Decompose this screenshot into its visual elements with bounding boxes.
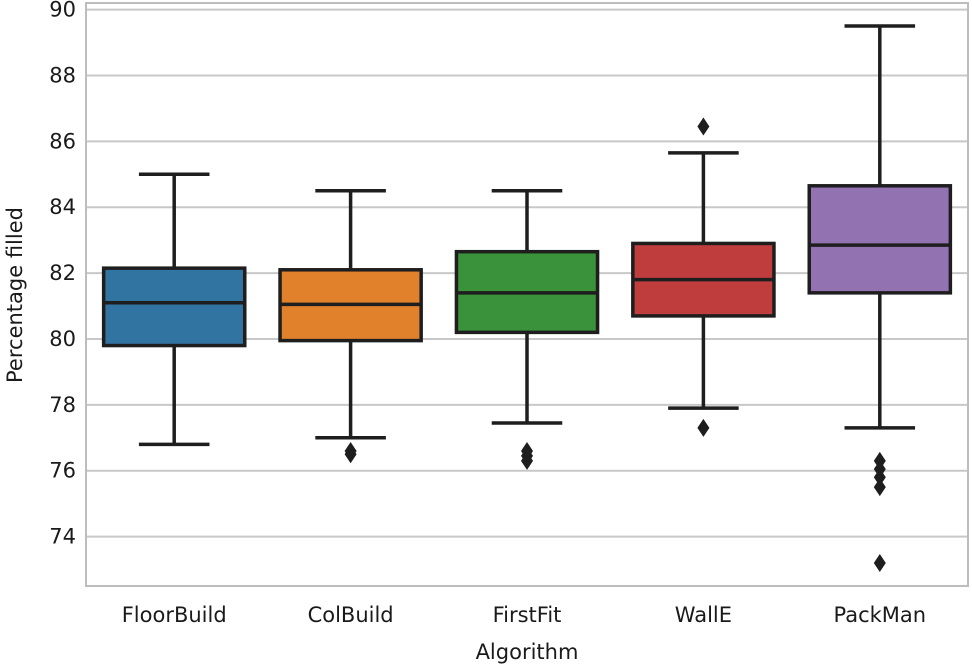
y-tick-84: 84 [49,195,76,219]
y-tick-86: 86 [49,129,76,153]
box-walle [631,117,776,437]
outlier-colbuild-1 [344,441,357,460]
boxes [101,24,953,572]
outlier-firstfit-2 [521,441,533,460]
y-tick-90: 90 [49,0,76,22]
y-tick-80: 80 [49,327,76,351]
x-tick-labels: FloorBuild ColBuild FirstFit WallE PackMan [122,603,926,627]
outlier-walle-0 [697,117,710,136]
y-tick-76: 76 [49,459,76,483]
outlier-packman-2 [873,468,886,487]
x-tick-floorbuild: FloorBuild [122,603,227,627]
x-tick-walle: WallE [675,603,732,627]
outlier-packman-3 [873,478,886,497]
box-colbuild [278,188,423,464]
box-firstfit [454,188,600,470]
iqr-box-packman [807,184,953,295]
y-axis-label: Percentage filled [3,207,27,383]
box-packman [807,24,953,572]
x-axis-label: Algorithm [476,640,579,664]
y-tick-78: 78 [49,393,76,417]
y-tick-82: 82 [49,261,76,285]
x-tick-colbuild: ColBuild [308,603,394,627]
box-floorbuild [101,172,247,447]
y-tick-88: 88 [49,63,76,87]
x-tick-packman: PackMan [834,603,927,627]
outlier-walle-1 [697,418,710,437]
iqr-box-floorbuild [101,266,247,348]
x-tick-firstfit: FirstFit [493,603,562,627]
y-tick-74: 74 [49,525,76,549]
y-tick-labels: 74 76 78 80 82 84 86 88 90 [49,0,76,549]
plot-frame [85,2,969,587]
outlier-packman-4 [873,553,886,572]
